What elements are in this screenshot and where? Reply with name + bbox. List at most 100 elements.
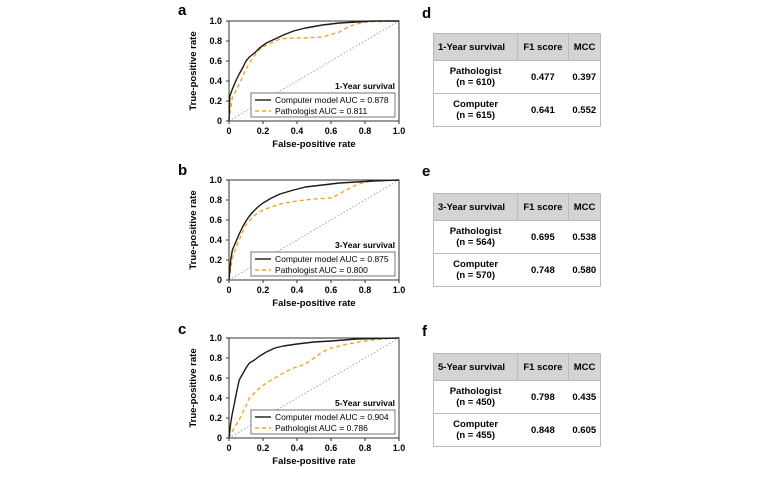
x-tick-label: 1.0 bbox=[393, 126, 406, 136]
column-header: 1-Year survival bbox=[433, 33, 518, 61]
mcc-value: 0.538 bbox=[568, 220, 601, 254]
x-tick-label: 0.6 bbox=[325, 126, 338, 136]
y-tick-label: 1.0 bbox=[209, 16, 222, 26]
y-tick-label: 0.6 bbox=[209, 373, 222, 383]
column-header: MCC bbox=[568, 33, 601, 61]
plot-frame bbox=[228, 179, 400, 281]
y-tick-label: 1.0 bbox=[209, 175, 222, 185]
column-header: 5-Year survival bbox=[433, 353, 518, 381]
legend-box bbox=[250, 409, 396, 435]
row-label: Pathologist (n = 610) bbox=[433, 60, 518, 94]
y-tick-label: 0.4 bbox=[209, 393, 222, 403]
sample-size: (n = 615) bbox=[456, 110, 495, 121]
survival-annotation: 3-Year survival bbox=[335, 240, 395, 250]
f1-value: 0.848 bbox=[517, 413, 569, 447]
y-tick-label: 0.2 bbox=[209, 255, 222, 265]
group-name: Pathologist bbox=[449, 386, 502, 397]
legend-box bbox=[250, 92, 396, 118]
x-tick-label: 0.4 bbox=[291, 443, 304, 453]
row-label: Computer (n = 570) bbox=[433, 253, 518, 287]
table-row: Pathologist (n = 564) 0.695 0.538 bbox=[433, 220, 601, 254]
survival-annotation: 5-Year survival bbox=[335, 398, 395, 408]
y-tick-label: 0 bbox=[217, 116, 222, 126]
x-tick-label: 0 bbox=[226, 285, 231, 295]
x-axis-label: False-positive rate bbox=[272, 139, 355, 150]
sample-size: (n = 610) bbox=[456, 77, 495, 88]
legend-entry: Pathologist AUC = 0.811 bbox=[275, 106, 367, 116]
x-tick-label: 0.6 bbox=[325, 285, 338, 295]
legend-entry: Pathologist AUC = 0.800 bbox=[275, 265, 368, 275]
panel-label-c: c bbox=[178, 321, 187, 338]
y-tick-label: 0 bbox=[217, 433, 222, 443]
panel-label-e: e bbox=[422, 163, 431, 180]
legend-box bbox=[250, 251, 396, 277]
pathologist-roc-line bbox=[228, 179, 400, 281]
column-header: F1 score bbox=[516, 193, 570, 221]
mcc-value: 0.605 bbox=[568, 413, 601, 447]
f1-value: 0.798 bbox=[517, 380, 569, 414]
sample-size: (n = 570) bbox=[456, 270, 495, 281]
y-tick-label: 0.4 bbox=[209, 76, 222, 86]
legend-entry: Computer model AUC = 0.878 bbox=[275, 95, 389, 105]
mcc-value: 0.397 bbox=[568, 60, 601, 94]
metrics-table-3-year: 3-Year survival F1 score MCC Pathologist… bbox=[433, 193, 601, 287]
panel-label-b: b bbox=[178, 162, 188, 179]
computer-roc-line bbox=[228, 20, 399, 122]
row-label: Computer (n = 455) bbox=[433, 413, 518, 447]
table-row: Pathologist (n = 610) 0.477 0.397 bbox=[433, 60, 601, 94]
column-header: F1 score bbox=[516, 33, 570, 61]
y-axis-label: True-positive rate bbox=[188, 348, 199, 427]
x-tick-label: 0.8 bbox=[359, 126, 372, 136]
y-tick-label: 0.8 bbox=[209, 36, 222, 46]
metrics-table-5-year: 5-Year survival F1 score MCC Pathologist… bbox=[433, 353, 601, 447]
group-name: Computer bbox=[453, 259, 499, 270]
row-label: Pathologist (n = 450) bbox=[433, 380, 518, 414]
f1-value: 0.695 bbox=[517, 220, 569, 254]
y-tick-label: 0.2 bbox=[209, 413, 222, 423]
f1-value: 0.477 bbox=[517, 60, 569, 94]
group-name: Computer bbox=[453, 99, 499, 110]
column-header: F1 score bbox=[516, 353, 570, 381]
x-tick-label: 1.0 bbox=[393, 443, 406, 453]
survival-annotation: 1-Year survival bbox=[335, 81, 395, 91]
x-tick-label: 0.2 bbox=[257, 126, 270, 136]
y-axis-label: True-positive rate bbox=[188, 190, 199, 269]
legend-entry: Computer model AUC = 0.875 bbox=[275, 254, 389, 264]
legend-entry: Computer model AUC = 0.904 bbox=[275, 412, 389, 422]
sample-size: (n = 450) bbox=[456, 397, 495, 408]
y-tick-label: 0.6 bbox=[209, 56, 222, 66]
x-tick-label: 0.6 bbox=[325, 443, 338, 453]
y-axis-label: True-positive rate bbox=[188, 31, 199, 110]
column-header: MCC bbox=[568, 353, 601, 381]
row-label: Computer (n = 615) bbox=[433, 93, 518, 127]
y-tick-label: 1.0 bbox=[209, 333, 222, 343]
y-tick-label: 0 bbox=[217, 275, 222, 285]
plot-frame bbox=[228, 337, 400, 439]
x-tick-label: 0.2 bbox=[257, 285, 270, 295]
table-header-row: 5-Year survival F1 score MCC bbox=[433, 353, 601, 381]
x-tick-label: 1.0 bbox=[393, 285, 406, 295]
x-tick-label: 0 bbox=[226, 126, 231, 136]
mcc-value: 0.552 bbox=[568, 93, 601, 127]
row-label: Pathologist (n = 564) bbox=[433, 220, 518, 254]
computer-roc-line bbox=[228, 337, 400, 439]
mcc-value: 0.580 bbox=[568, 253, 601, 287]
metrics-table-1-year: 1-Year survival F1 score MCC Pathologist… bbox=[433, 33, 601, 127]
y-tick-label: 0.4 bbox=[209, 235, 222, 245]
legend-entry: Pathologist AUC = 0.786 bbox=[275, 423, 368, 433]
table-row: Computer (n = 615) 0.641 0.552 bbox=[433, 93, 601, 127]
table-header-row: 3-Year survival F1 score MCC bbox=[433, 193, 601, 221]
table-row: Computer (n = 455) 0.848 0.605 bbox=[433, 413, 601, 447]
x-axis-label: False-positive rate bbox=[272, 298, 355, 309]
pathologist-roc-line bbox=[228, 337, 400, 439]
panel-label-f: f bbox=[422, 323, 427, 340]
group-name: Pathologist bbox=[449, 226, 502, 237]
x-tick-label: 0.4 bbox=[291, 126, 304, 136]
f1-value: 0.641 bbox=[517, 93, 569, 127]
sample-size: (n = 564) bbox=[456, 237, 495, 248]
column-header: MCC bbox=[568, 193, 601, 221]
pathologist-roc-line bbox=[228, 20, 400, 122]
x-tick-label: 0 bbox=[226, 443, 231, 453]
table-row: Pathologist (n = 450) 0.798 0.435 bbox=[433, 380, 601, 414]
